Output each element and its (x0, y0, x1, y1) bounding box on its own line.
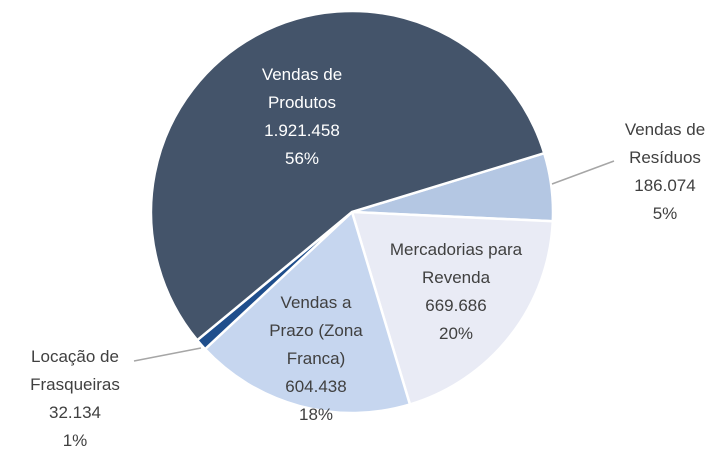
data-label: Vendas de Resíduos 186.074 5% (610, 116, 720, 228)
category-label: Locação de Frasqueiras (30, 347, 120, 394)
data-label: Locação de Frasqueiras 32.134 1% (14, 343, 136, 454)
percent-label: 1% (62, 431, 88, 450)
value-label: 1.921.458 (264, 121, 340, 140)
percent-label: 20% (438, 324, 474, 343)
category-label: Mercadorias para Revenda (389, 240, 523, 287)
data-label: Mercadorias para Revenda 669.686 20% (386, 236, 526, 348)
value-label: 669.686 (425, 296, 487, 315)
percent-label: 5% (652, 204, 678, 223)
leader-line (551, 160, 615, 185)
data-label: Vendas a Prazo (Zona Franca) 604.438 18% (262, 289, 370, 429)
percent-label: 18% (298, 405, 334, 424)
value-label: 32.134 (49, 403, 101, 422)
category-label: Vendas a Prazo (Zona Franca) (269, 293, 363, 368)
pie-slice (350, 210, 555, 406)
category-label: Vendas de Resíduos (624, 120, 706, 167)
pie-slice (149, 9, 546, 342)
leader-line (133, 347, 202, 362)
value-label: 186.074 (634, 176, 696, 195)
percent-label: 56% (284, 149, 320, 168)
data-label: Vendas de Produtos 1.921.458 56% (242, 61, 362, 173)
pie-slice (203, 210, 412, 415)
category-label: Vendas de Produtos (261, 65, 343, 112)
value-label: 604.438 (285, 377, 347, 396)
